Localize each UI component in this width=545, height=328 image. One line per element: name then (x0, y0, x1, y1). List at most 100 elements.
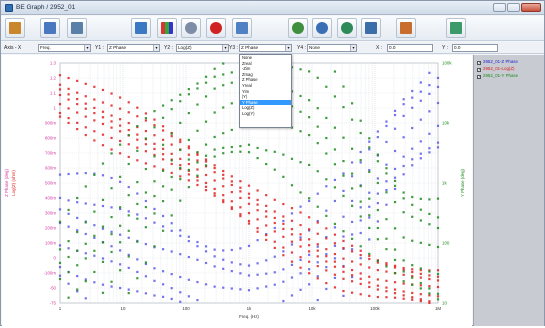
data-point (144, 261, 148, 264)
data-point (333, 252, 337, 256)
data-point (58, 221, 62, 225)
x-tick-label: 100k (370, 306, 380, 311)
data-point (436, 292, 440, 295)
data-point (436, 275, 440, 278)
data-point (359, 277, 362, 280)
data-point (144, 143, 148, 146)
data-point (127, 229, 130, 232)
zoom-in-button[interactable] (288, 18, 308, 38)
data-point (342, 294, 345, 297)
data-point (350, 233, 354, 236)
dropdown-option[interactable]: Yreal (242, 82, 252, 88)
dropdown-option[interactable]: Y Phase (240, 99, 291, 106)
data-point (368, 148, 371, 151)
data-point (385, 290, 388, 293)
open-button[interactable] (5, 18, 25, 38)
data-point (316, 261, 319, 264)
data-point (419, 300, 422, 303)
y3-label: Y3 : (229, 45, 238, 51)
data-point (273, 221, 276, 225)
data-point (359, 215, 362, 218)
y-left-tick-label: 400m (45, 196, 56, 201)
layout-button[interactable] (361, 18, 381, 38)
dropdown-option[interactable]: |Y| (242, 94, 247, 100)
data-point (67, 255, 70, 259)
data-point (428, 294, 431, 297)
legend-checkbox[interactable]: ✓ (477, 67, 481, 72)
data-point (230, 269, 233, 273)
data-point (136, 159, 139, 162)
legend-checkbox[interactable]: ✓ (477, 60, 481, 65)
x-min-input[interactable]: 0.0 (387, 44, 433, 52)
y-left-inner-label: Log(Z) (ohm) (11, 170, 16, 196)
data-point (58, 88, 62, 91)
data-point (196, 245, 199, 248)
minimize-button[interactable] (493, 3, 506, 12)
print-button[interactable] (67, 18, 87, 38)
data-point (136, 270, 139, 274)
data-point (170, 175, 173, 179)
data-point (101, 133, 105, 136)
record-button[interactable] (206, 18, 226, 38)
y2-select[interactable]: Log(Z) ▾ (176, 44, 229, 52)
data-point (265, 210, 268, 213)
dropdown-option[interactable]: Zmag (242, 71, 253, 77)
legend-item[interactable]: ✓ 2952_01-Y Phase (477, 73, 518, 79)
data-point (428, 147, 431, 150)
data-point (368, 191, 371, 194)
legend-item[interactable]: ✓ 2952_01-Log(Z) (477, 66, 515, 72)
dropdown-option[interactable]: Log(Z) (242, 105, 255, 111)
data-point (187, 168, 190, 172)
zoom-fit-button[interactable] (337, 18, 357, 38)
legend-checkbox[interactable]: ✓ (477, 74, 481, 79)
data-point (273, 271, 276, 274)
data-point (342, 246, 345, 250)
dropdown-option[interactable]: Zreal (242, 60, 252, 66)
data-point (247, 151, 251, 154)
dropdown-option[interactable]: Log(Y) (242, 110, 255, 116)
data-point (93, 236, 96, 239)
document-button[interactable] (40, 18, 60, 38)
data-point (213, 148, 216, 151)
grid-color-button[interactable] (157, 18, 177, 38)
dropdown-option[interactable]: -Zim (242, 66, 251, 72)
data-point (58, 261, 62, 265)
y-min-input[interactable]: 0.0 (452, 44, 498, 52)
data-point (350, 268, 354, 272)
data-point (333, 286, 337, 289)
plot-area[interactable]: 1 10 100 1k 10k 100k 1M 1.3 1.2 1.1 1 900m 800m 700m 6… (2, 55, 472, 326)
y3-select[interactable]: Z Phase ▾ (239, 44, 292, 52)
dropdown-option[interactable]: Yim (242, 88, 250, 94)
data-point (368, 285, 371, 289)
y1-select[interactable]: Z Phase ▾ (107, 44, 160, 52)
data-point (153, 124, 156, 127)
legend-item[interactable]: ✓ 2952_01-Z Phase (477, 59, 518, 65)
data-point (222, 200, 225, 204)
zoom-out-button[interactable] (312, 18, 332, 38)
table-view-button[interactable] (131, 18, 151, 38)
dropdown-option[interactable]: None (242, 55, 253, 60)
settings-button[interactable] (446, 18, 466, 38)
chart-svg[interactable]: 1 10 100 1k 10k 100k 1M1.31.21.11900m800m700m6… (2, 55, 472, 326)
data-point (411, 264, 414, 267)
data-point (385, 237, 388, 240)
data-point (393, 149, 397, 153)
chevron-down-icon: ▾ (285, 45, 291, 51)
maximize-button[interactable] (507, 3, 520, 12)
stop-button[interactable] (181, 18, 201, 38)
data-point (187, 88, 190, 91)
close-button[interactable] (521, 3, 541, 12)
data-point (342, 230, 345, 233)
y3-dropdown-list[interactable]: None Zreal -Zim Zmag Z Phase Yreal Yim |Y| Y Pha… (239, 54, 292, 128)
data-point (393, 292, 397, 295)
data-point (119, 152, 122, 155)
y-left-tick-label: -50 (50, 286, 57, 291)
data-point (127, 292, 130, 295)
export-button[interactable] (396, 18, 416, 38)
window-button[interactable] (232, 18, 252, 38)
x-axis-select[interactable]: Freq. ▾ (38, 44, 91, 52)
dropdown-option[interactable]: Z Phase (242, 77, 258, 83)
data-point (428, 301, 431, 305)
y4-select[interactable]: None ▾ (307, 44, 357, 52)
data-point (290, 219, 294, 222)
